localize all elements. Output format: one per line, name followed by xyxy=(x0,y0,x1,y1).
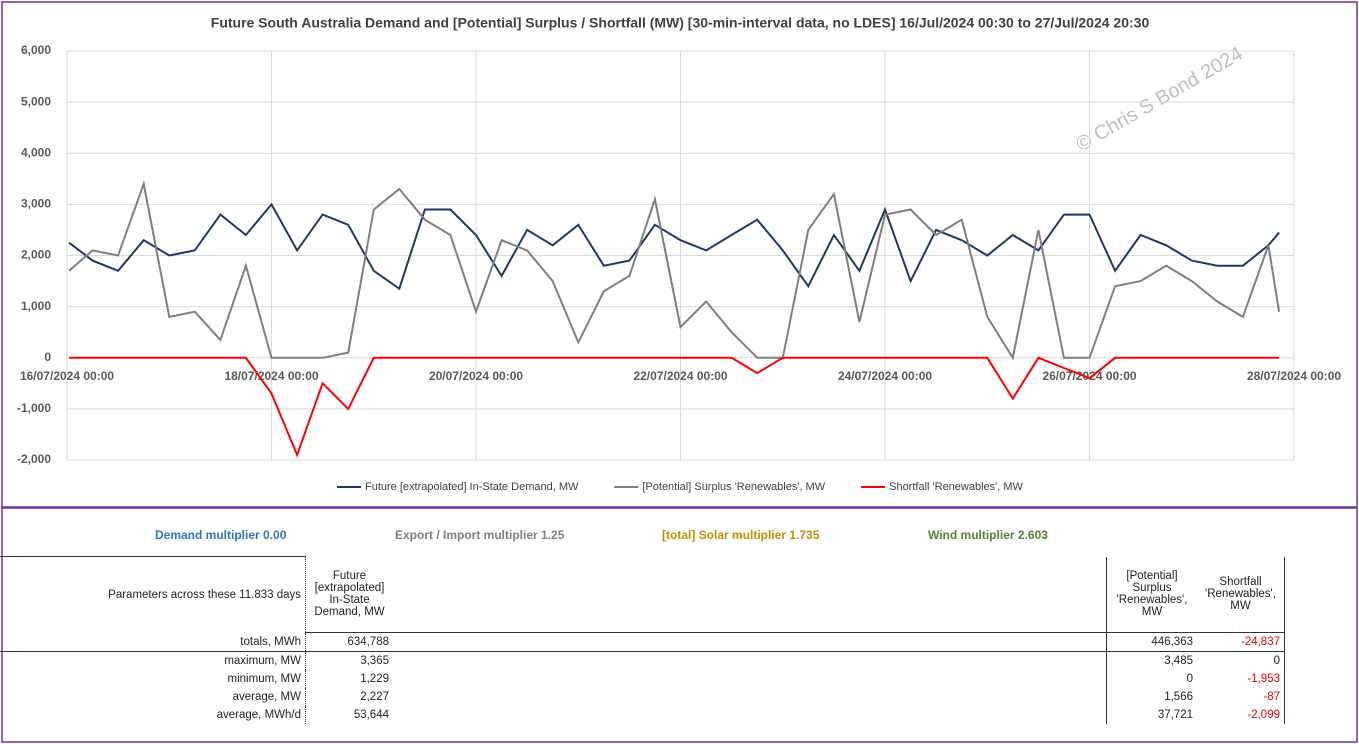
y-tick-label: -1,000 xyxy=(17,401,51,415)
spacer xyxy=(393,706,1107,724)
spacer xyxy=(393,688,1107,706)
x-tick-label: 28/07/2024 00:00 xyxy=(1247,369,1341,383)
table-value: -24,837 xyxy=(1197,632,1285,652)
table-row: totals, MWh 634,788 446,363 -24,837 xyxy=(0,632,1285,652)
table-value: 1,566 xyxy=(1106,688,1197,706)
chart-border xyxy=(1,1,1358,508)
row-label: totals, MWh xyxy=(0,632,306,652)
x-tick-label: 22/07/2024 00:00 xyxy=(633,369,727,383)
x-tick-label: 16/07/2024 00:00 xyxy=(20,369,114,383)
table-row: average, MWh/d 53,644 37,721 -2,099 xyxy=(0,706,1285,724)
x-tick-label: 24/07/2024 00:00 xyxy=(838,369,932,383)
y-tick-label: 6,000 xyxy=(21,43,51,57)
multiplier: Demand multiplier 0.00 xyxy=(155,528,287,542)
y-tick-label: 4,000 xyxy=(21,145,51,159)
legend-label: Future [extrapolated] In-State Demand, M… xyxy=(365,481,579,493)
series-line xyxy=(68,180,1281,361)
x-tick-label: 26/07/2024 00:00 xyxy=(1042,369,1136,383)
multiplier: [total] Solar multiplier 1.735 xyxy=(662,528,820,542)
chart-title: Future South Australia Demand and [Poten… xyxy=(211,15,1150,31)
y-tick-label: -2,000 xyxy=(17,452,51,466)
row-label: minimum, MW xyxy=(227,673,301,685)
y-tick-label: 2,000 xyxy=(21,248,51,262)
table-value: -1,953 xyxy=(1197,670,1285,688)
col-header: Future [extrapolated] In-State Demand, M… xyxy=(305,556,393,633)
y-tick-label: 1,000 xyxy=(21,299,51,313)
spacer xyxy=(393,652,1107,671)
table-row: maximum, MW 3,365 3,485 0 xyxy=(0,651,1285,671)
table-value: 0 xyxy=(1197,651,1285,670)
table-value: 446,363 xyxy=(1106,632,1197,652)
series-line xyxy=(69,356,1280,458)
y-tick-label: 5,000 xyxy=(21,94,51,108)
table-value: 634,788 xyxy=(305,632,393,652)
legend-label: [Potential] Surplus 'Renewables', MW xyxy=(642,481,825,493)
multiplier: Export / Import multiplier 1.25 xyxy=(395,528,565,542)
legend-label: Shortfall 'Renewables', MW xyxy=(889,481,1023,493)
table-value: 2,227 xyxy=(305,688,393,706)
table-value: 1,229 xyxy=(305,670,393,688)
row-label: average, MW xyxy=(232,691,301,703)
table-value: -2,099 xyxy=(1197,706,1285,724)
table-value: 3,485 xyxy=(1106,651,1197,670)
x-tick-label: 20/07/2024 00:00 xyxy=(429,369,523,383)
table-value: 53,644 xyxy=(305,706,393,724)
table-row: average, MW 2,227 1,566 -87 xyxy=(0,688,1285,706)
col-header: [Potential] Surplus 'Renewables', MW xyxy=(1106,556,1197,633)
table-value: -87 xyxy=(1197,688,1285,706)
col-header: Shortfall 'Renewables', MW xyxy=(1197,556,1285,633)
watermark: © Chris S Bond 2024 xyxy=(1073,43,1247,156)
spacer xyxy=(393,632,1107,652)
y-tick-label: 3,000 xyxy=(21,197,51,211)
table-value: 37,721 xyxy=(1106,706,1197,724)
parameter-table: Parameters across these 11.833 days Futu… xyxy=(0,556,1285,724)
spacer xyxy=(393,670,1107,688)
table-value: 3,365 xyxy=(305,651,393,670)
row-label: average, MWh/d xyxy=(216,709,301,721)
y-tick-label: 0 xyxy=(44,350,51,364)
multiplier: Wind multiplier 2.603 xyxy=(928,528,1048,542)
x-tick-label: 18/07/2024 00:00 xyxy=(224,369,318,383)
caption: Parameters across these 11.833 days xyxy=(0,556,306,633)
table-row: minimum, MW 1,229 0 -1,953 xyxy=(0,670,1285,688)
series-line xyxy=(68,202,1280,291)
row-label: maximum, MW xyxy=(224,655,301,667)
table-value: 0 xyxy=(1106,670,1197,688)
